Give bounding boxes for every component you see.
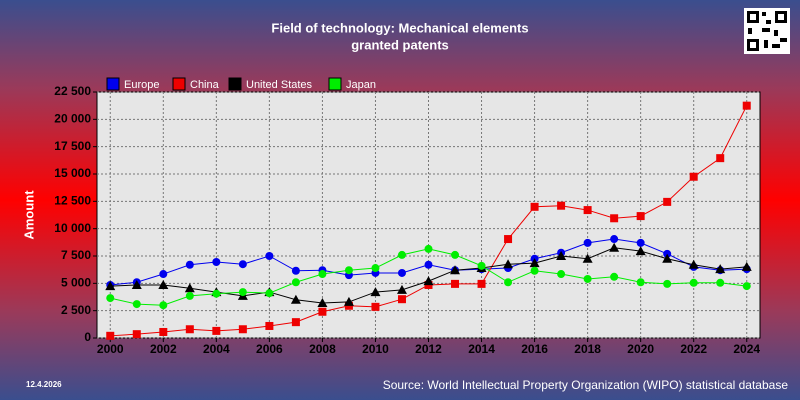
chart-title: Field of technology: Mechanical elements <box>271 20 528 35</box>
marker <box>478 262 486 270</box>
qr-code <box>744 8 790 54</box>
legend-label: Europe <box>124 79 159 91</box>
marker <box>318 308 326 316</box>
marker <box>663 198 671 206</box>
marker <box>504 235 512 243</box>
marker <box>584 275 592 283</box>
marker <box>186 292 194 300</box>
y-tick-label: 2 500 <box>61 303 91 317</box>
marker <box>610 235 618 243</box>
marker <box>451 280 459 288</box>
marker <box>690 173 698 181</box>
marker <box>186 325 194 333</box>
date: 12.4.2026 <box>26 380 62 389</box>
y-axis-title: Amount <box>21 190 36 240</box>
legend-swatch <box>229 78 241 90</box>
marker <box>398 295 406 303</box>
marker <box>637 212 645 220</box>
marker <box>610 273 618 281</box>
marker <box>557 270 565 278</box>
marker <box>345 266 353 274</box>
y-tick-label: 15 000 <box>54 166 91 180</box>
marker <box>690 279 698 287</box>
marker <box>451 251 459 259</box>
x-tick-label: 2008 <box>309 342 336 356</box>
marker <box>265 289 273 297</box>
marker <box>716 154 724 162</box>
marker <box>265 252 273 260</box>
marker <box>531 267 539 275</box>
legend-swatch <box>173 78 185 90</box>
marker <box>478 280 486 288</box>
marker <box>584 239 592 247</box>
x-tick-label: 2010 <box>362 342 389 356</box>
x-tick-label: 2000 <box>97 342 124 356</box>
legend-label: Japan <box>346 79 376 91</box>
marker <box>398 269 406 277</box>
x-tick-label: 2016 <box>521 342 548 356</box>
x-tick-label: 2018 <box>574 342 601 356</box>
y-tick-label: 17 500 <box>54 139 91 153</box>
x-tick-label: 2004 <box>203 342 230 356</box>
source: Source: World Intellectual Property Orga… <box>383 378 789 392</box>
marker <box>133 330 141 338</box>
marker <box>637 278 645 286</box>
x-tick-label: 2022 <box>680 342 707 356</box>
x-tick-label: 2020 <box>627 342 654 356</box>
marker <box>318 270 326 278</box>
x-tick-label: 2012 <box>415 342 442 356</box>
marker <box>212 258 220 266</box>
legend-swatch <box>107 78 119 90</box>
marker <box>292 267 300 275</box>
marker <box>159 328 167 336</box>
marker <box>106 332 114 340</box>
y-tick-label: 5 000 <box>61 276 91 290</box>
chart-subtitle: granted patents <box>351 37 449 52</box>
marker <box>106 294 114 302</box>
x-tick-label: 2014 <box>468 342 495 356</box>
x-tick-label: 2002 <box>150 342 177 356</box>
legend-label: China <box>190 79 220 91</box>
y-tick-label: 10 000 <box>54 221 91 235</box>
y-tick-label: 20 000 <box>54 112 91 126</box>
marker <box>239 325 247 333</box>
marker <box>425 245 433 253</box>
legend-swatch <box>329 78 341 90</box>
marker <box>584 206 592 214</box>
marker <box>239 260 247 268</box>
marker <box>159 301 167 309</box>
marker <box>610 214 618 222</box>
marker <box>637 239 645 247</box>
y-tick-label: 12 500 <box>54 194 91 208</box>
legend-label: United States <box>246 79 313 91</box>
marker <box>425 261 433 269</box>
marker <box>212 290 220 298</box>
marker <box>371 303 379 311</box>
x-tick-label: 2024 <box>733 342 760 356</box>
y-tick-label: 7 500 <box>61 248 91 262</box>
marker <box>371 264 379 272</box>
marker <box>743 102 751 110</box>
marker <box>398 251 406 259</box>
y-tick-label: 22 500 <box>54 84 91 98</box>
marker <box>133 300 141 308</box>
marker <box>743 282 751 290</box>
x-tick-label: 2006 <box>256 342 283 356</box>
marker <box>716 279 724 287</box>
marker <box>159 270 167 278</box>
marker <box>292 278 300 286</box>
marker <box>557 202 565 210</box>
marker <box>186 261 194 269</box>
marker <box>265 322 273 330</box>
y-tick-label: 0 <box>84 330 91 344</box>
marker <box>292 318 300 326</box>
marker <box>663 280 671 288</box>
marker <box>531 203 539 211</box>
marker <box>239 288 247 296</box>
marker <box>504 278 512 286</box>
marker <box>212 327 220 335</box>
